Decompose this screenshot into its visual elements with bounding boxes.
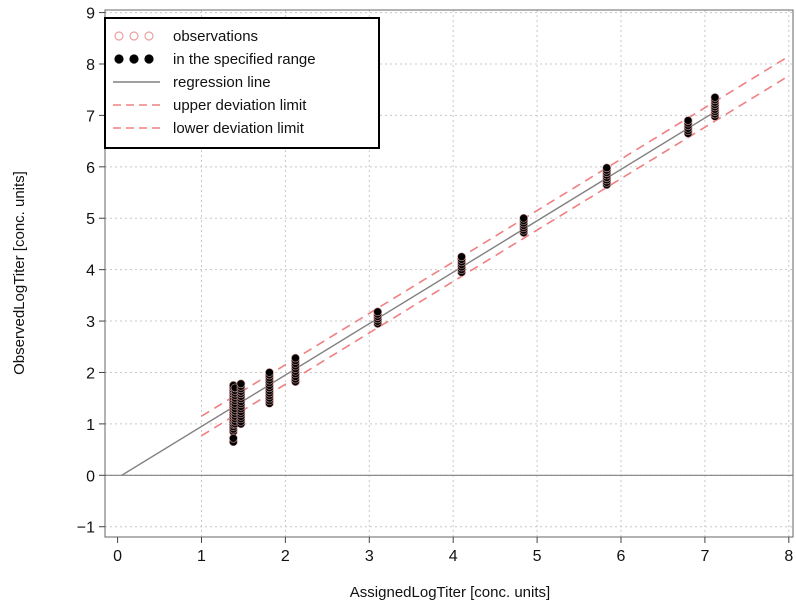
x-tick-label: 4	[449, 548, 458, 565]
data-point	[373, 307, 382, 317]
x-tick-label: 1	[197, 548, 206, 565]
data-point	[519, 213, 528, 223]
y-tick-label: 9	[86, 6, 95, 23]
y-tick-label: 8	[86, 57, 95, 74]
x-axis-label: AssignedLogTiter [conc. units]	[350, 584, 550, 601]
y-tick-label: 2	[86, 365, 95, 382]
legend-label: in the specified range	[173, 51, 316, 68]
data-point	[457, 252, 466, 262]
regression-layer	[121, 112, 714, 476]
legend-label: lower deviation limit	[173, 120, 305, 137]
legend: observations in the specified range regres…	[104, 17, 380, 149]
y-tick-label: 4	[86, 263, 95, 280]
x-tick-label: 6	[617, 548, 626, 565]
legend-item: in the specified range	[114, 51, 316, 68]
data-point	[236, 379, 246, 389]
y-tick-label: 6	[86, 160, 95, 177]
y-axis-ticks: −1 0 1 2 3 4 5 6 7 8 9	[77, 6, 105, 537]
legend-label: observations	[173, 28, 258, 45]
upper-deviation-limit-line	[201, 55, 790, 417]
regression-line	[121, 112, 714, 476]
legend-open-circle-icon	[144, 31, 154, 41]
y-tick-label: 0	[86, 468, 95, 485]
data-point	[602, 163, 612, 173]
y-tick-label: 5	[86, 211, 95, 228]
y-tick-label: 7	[86, 108, 95, 125]
x-tick-label: 5	[533, 548, 542, 565]
legend-filled-dot-icon	[144, 54, 154, 64]
legend-item: regression line	[113, 74, 271, 91]
data-point	[683, 116, 693, 125]
legend-item: observations	[114, 28, 258, 45]
legend-filled-dot-icon	[129, 54, 139, 64]
y-tick-label: 1	[86, 417, 95, 434]
legend-items: observations in the specified range regres…	[113, 28, 316, 137]
legend-open-circle-icon	[129, 31, 139, 41]
legend-item: upper deviation limit	[113, 97, 307, 114]
data-point	[291, 353, 300, 363]
y-tick-label: 3	[86, 314, 95, 331]
x-axis-ticks: 0 1 2 3 4 5 6 7 8	[113, 537, 793, 565]
legend-label: regression line	[173, 74, 271, 91]
data-point	[710, 93, 720, 102]
data-point	[265, 368, 274, 377]
legend-open-circle-icon	[114, 31, 124, 41]
x-tick-label: 8	[784, 548, 793, 565]
legend-filled-dot-icon	[114, 54, 124, 64]
legend-label: upper deviation limit	[173, 97, 307, 114]
x-tick-label: 0	[113, 548, 122, 565]
data-point	[229, 433, 238, 443]
x-tick-label: 3	[365, 548, 374, 565]
y-tick-label: −1	[77, 520, 95, 537]
plot-frame	[104, 9, 794, 538]
grid-layer	[105, 10, 793, 537]
x-tick-label: 2	[281, 548, 290, 565]
legend-item: lower deviation limit	[113, 120, 305, 137]
points-layer	[229, 93, 720, 447]
x-tick-label: 7	[700, 548, 709, 565]
y-axis-label: ObservedLogTiter [conc. units]	[11, 171, 28, 375]
